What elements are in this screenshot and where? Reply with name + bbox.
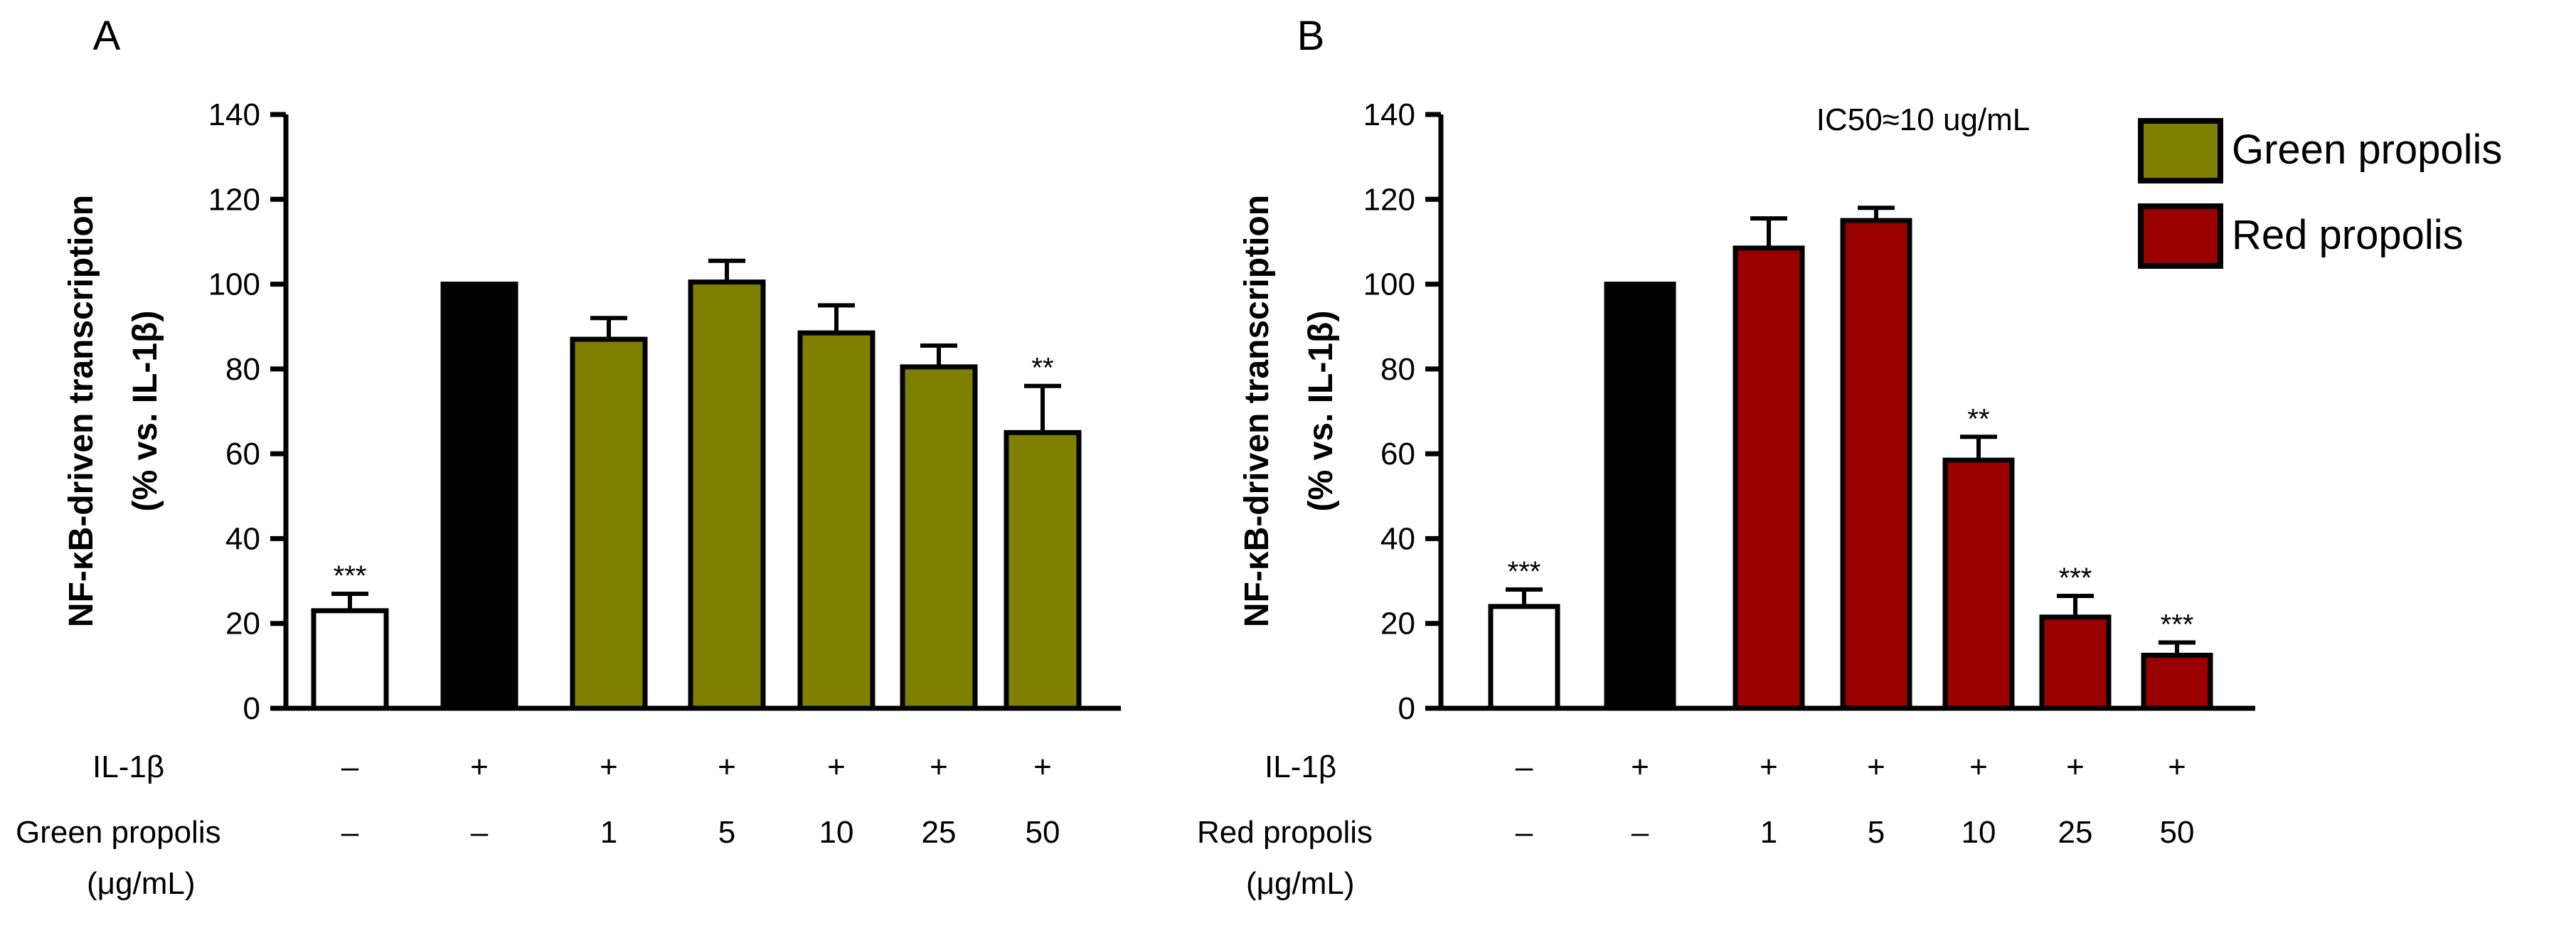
panel-label: A bbox=[93, 13, 121, 59]
y-tick-label: 0 bbox=[1398, 691, 1415, 726]
y-tick-label: 100 bbox=[208, 267, 260, 302]
dose-row-value: – bbox=[1632, 815, 1649, 850]
y-tick-label: 140 bbox=[1363, 97, 1415, 132]
y-tick-label: 120 bbox=[1363, 182, 1415, 217]
dose-row-label: Green propolis bbox=[16, 815, 221, 850]
panel-a: A 0 20 40 60 80 100 120 140 NF-κB-driven transcri… bbox=[16, 13, 1121, 901]
il1b-row-value: + bbox=[1631, 750, 1649, 784]
il1b-row-value: + bbox=[600, 750, 618, 784]
bar bbox=[1604, 282, 1676, 711]
y-tick-label: 40 bbox=[225, 521, 260, 556]
y-tick-label: 80 bbox=[1380, 352, 1415, 387]
legend-swatch bbox=[2138, 118, 2223, 183]
bar bbox=[688, 279, 766, 711]
dose-row-value: 50 bbox=[1026, 815, 1060, 850]
dose-row-value: 1 bbox=[1760, 815, 1777, 850]
y-tick-label: 20 bbox=[225, 607, 260, 641]
dose-row-value: 25 bbox=[2058, 815, 2093, 850]
dose-row-value: – bbox=[1516, 815, 1533, 850]
significance-label: ** bbox=[1031, 353, 1053, 384]
y-axis-title: NF-κB-driven transcription bbox=[63, 195, 100, 627]
dose-row-value: 25 bbox=[922, 815, 957, 850]
il1b-row-label: IL-1β bbox=[92, 750, 164, 784]
bar bbox=[1488, 604, 1560, 711]
il1b-row-value: + bbox=[2168, 750, 2186, 784]
y-axis-title: NF-κB-driven transcription bbox=[1238, 195, 1276, 627]
dose-row-value: 10 bbox=[819, 815, 854, 850]
y-axis-title-units: (% vs. IL-1β) bbox=[127, 311, 164, 512]
dose-row-value: 1 bbox=[600, 815, 617, 850]
y-tick-label: 40 bbox=[1380, 521, 1415, 556]
dose-row-value: 10 bbox=[1962, 815, 1996, 850]
y-tick-label: 100 bbox=[1363, 267, 1415, 302]
dose-row-value: – bbox=[341, 815, 359, 850]
il1b-row-value: + bbox=[827, 750, 846, 784]
bar bbox=[1942, 457, 2015, 711]
bar bbox=[797, 330, 875, 711]
bar bbox=[311, 608, 389, 711]
il1b-row-label: IL-1β bbox=[1265, 750, 1336, 784]
il1b-row-value: + bbox=[470, 750, 489, 784]
il1b-row-value: – bbox=[1516, 750, 1533, 784]
il1b-row-value: + bbox=[1033, 750, 1052, 784]
y-tick-label: 120 bbox=[208, 182, 260, 217]
dose-row-units: (μg/mL) bbox=[87, 866, 195, 901]
dose-row-value: 5 bbox=[718, 815, 735, 850]
il1b-row-value: + bbox=[930, 750, 948, 784]
significance-label: *** bbox=[2059, 562, 2092, 594]
y-tick-label: 60 bbox=[225, 437, 260, 471]
y-tick-label: 140 bbox=[208, 97, 260, 132]
dose-row-value: 5 bbox=[1868, 815, 1885, 850]
bar bbox=[1004, 430, 1082, 711]
legend-label: Red propolis bbox=[2232, 212, 2464, 258]
ic50-annotation: IC50≈10 ug/mL bbox=[1816, 102, 2031, 137]
il1b-row-value: – bbox=[341, 750, 359, 784]
legend: Green propolis Red propolis bbox=[2138, 118, 2502, 269]
il1b-row-value: + bbox=[1867, 750, 1885, 784]
panel-b: B 0 20 40 60 80 100 120 140 NF-κB-driven transcri… bbox=[1197, 13, 2255, 901]
significance-label: *** bbox=[2161, 609, 2194, 641]
significance-label: ** bbox=[1967, 403, 1989, 434]
legend-swatch bbox=[2138, 203, 2223, 269]
bar bbox=[900, 364, 978, 711]
bar bbox=[1840, 218, 1912, 711]
dose-row-label: Red propolis bbox=[1197, 815, 1373, 850]
il1b-row-value: + bbox=[1969, 750, 1988, 784]
bar bbox=[2141, 652, 2213, 711]
y-tick-label: 80 bbox=[225, 352, 260, 387]
legend-label: Green propolis bbox=[2232, 127, 2502, 173]
y-tick-label: 60 bbox=[1380, 437, 1415, 471]
y-tick-label: 0 bbox=[243, 691, 260, 726]
dose-row-units: (μg/mL) bbox=[1246, 866, 1354, 901]
significance-label: *** bbox=[334, 560, 367, 592]
bar bbox=[440, 282, 518, 711]
panel-label: B bbox=[1297, 13, 1325, 59]
il1b-row-value: + bbox=[1760, 750, 1778, 784]
dose-row-value: 50 bbox=[2160, 815, 2195, 850]
il1b-row-value: + bbox=[718, 750, 736, 784]
bar bbox=[2039, 614, 2112, 711]
dose-row-value: – bbox=[471, 815, 489, 850]
y-axis-title-units: (% vs. IL-1β) bbox=[1302, 311, 1340, 512]
significance-label: *** bbox=[1508, 556, 1541, 587]
y-tick-label: 20 bbox=[1380, 607, 1415, 641]
bar bbox=[570, 336, 648, 711]
il1b-row-value: + bbox=[2066, 750, 2085, 784]
bar bbox=[1733, 245, 1805, 711]
